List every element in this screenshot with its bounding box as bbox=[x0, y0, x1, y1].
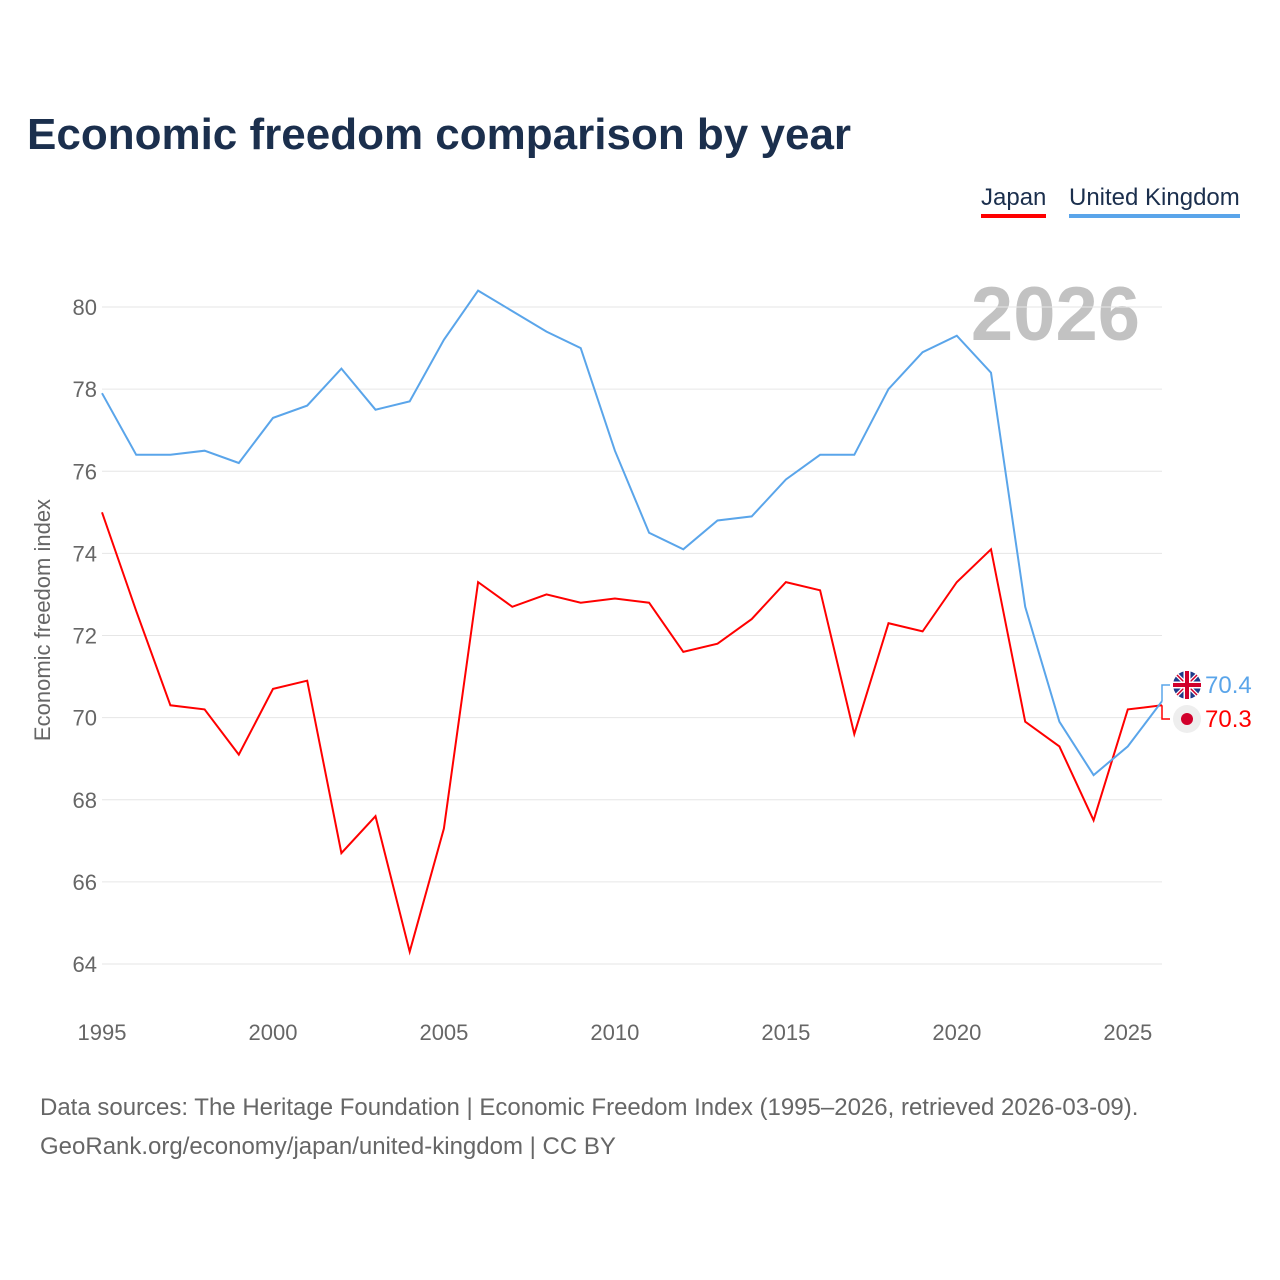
y-tick-label: 76 bbox=[73, 459, 97, 484]
end-connector bbox=[1161, 705, 1170, 720]
y-tick-label: 78 bbox=[73, 377, 97, 402]
legend-japan[interactable]: Japan bbox=[981, 184, 1047, 218]
source-link[interactable]: GeoRank.org/economy/japan/united-kingdom… bbox=[40, 1133, 616, 1160]
y-tick-label: 72 bbox=[73, 624, 97, 649]
y-tick-label: 74 bbox=[73, 541, 97, 566]
year-watermark: 2026 bbox=[971, 272, 1140, 357]
y-tick-label: 66 bbox=[73, 870, 97, 895]
y-axis-label: Economic freedom index bbox=[30, 499, 55, 741]
chart-title: Economic freedom comparison by year bbox=[27, 110, 852, 159]
y-tick-label: 64 bbox=[73, 952, 97, 977]
x-tick-label: 2010 bbox=[590, 1020, 639, 1045]
x-tick-label: 2005 bbox=[419, 1020, 468, 1045]
end-value-label: 70.3 bbox=[1205, 706, 1252, 733]
y-tick-label: 70 bbox=[73, 706, 97, 731]
x-tick-label: 2025 bbox=[1103, 1020, 1152, 1045]
x-tick-label: 2000 bbox=[248, 1020, 297, 1045]
x-tick-label: 1995 bbox=[78, 1020, 127, 1045]
x-tick-label: 2020 bbox=[932, 1020, 981, 1045]
y-tick-label: 68 bbox=[73, 788, 97, 813]
x-tick-label: 2015 bbox=[761, 1020, 810, 1045]
end-value-label: 70.4 bbox=[1205, 672, 1252, 699]
end-connector bbox=[1161, 684, 1170, 702]
source-line: Data sources: The Heritage Foundation | … bbox=[40, 1094, 1139, 1121]
series-line-japan[interactable] bbox=[101, 511, 1163, 956]
uk-flag-icon bbox=[1173, 671, 1201, 699]
source-note: Data sources: The Heritage Foundation | … bbox=[40, 1088, 1138, 1166]
y-tick-label: 80 bbox=[73, 295, 97, 320]
japan-flag-icon bbox=[1173, 705, 1201, 733]
series-line-united-kingdom[interactable] bbox=[101, 289, 1163, 777]
legend-united-kingdom[interactable]: United Kingdom bbox=[1069, 184, 1240, 218]
